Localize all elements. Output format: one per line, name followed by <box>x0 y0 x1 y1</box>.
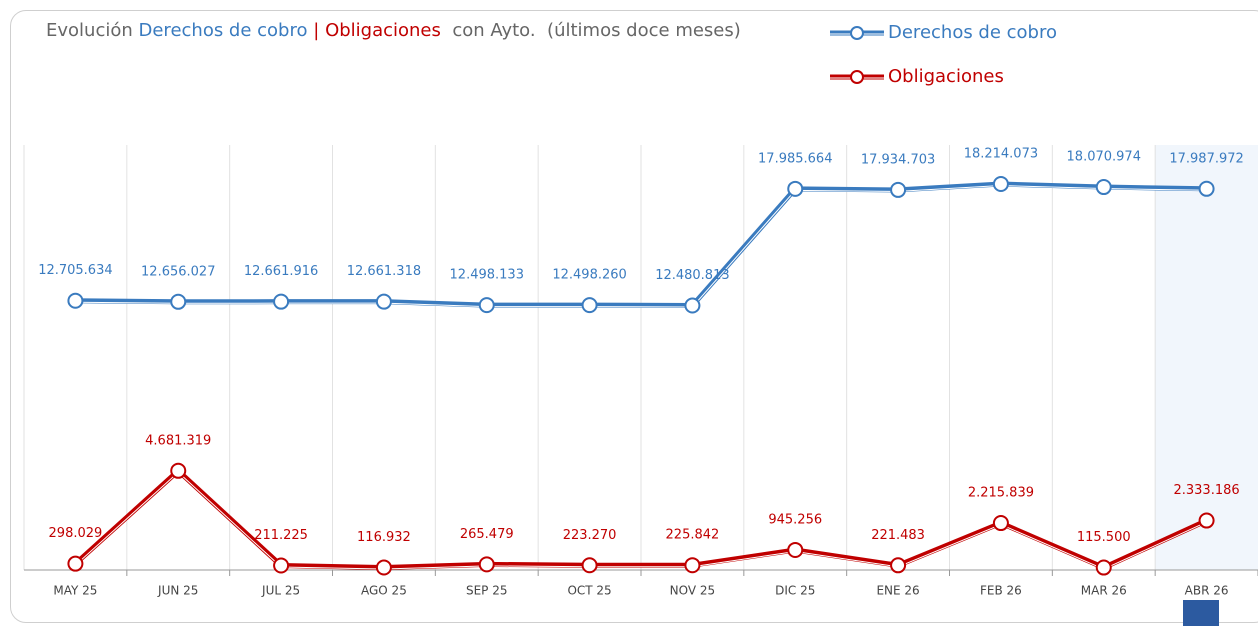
point <box>890 557 907 574</box>
data-label: 225.842 <box>666 528 720 543</box>
point <box>684 557 701 574</box>
data-label: 116.932 <box>357 530 411 545</box>
point <box>67 555 84 572</box>
title-text: Obligaciones <box>325 20 441 41</box>
point <box>581 297 598 314</box>
x-tick-label: AGO 25 <box>361 584 407 598</box>
point <box>170 462 187 479</box>
data-label: 17.987.972 <box>1169 151 1243 166</box>
data-label: 4.681.319 <box>145 433 211 448</box>
point <box>273 293 290 310</box>
series-line <box>75 181 1207 309</box>
card <box>10 10 1258 623</box>
point <box>581 557 598 574</box>
title-text: | <box>313 20 320 41</box>
point <box>67 292 84 309</box>
data-label: 12.480.813 <box>655 268 729 283</box>
data-label: 12.498.133 <box>450 268 524 283</box>
x-tick-label: ENE 26 <box>876 584 919 598</box>
point <box>170 293 187 310</box>
x-tick-label: JUN 25 <box>157 584 198 598</box>
x-tick-label: JUL 25 <box>261 584 300 598</box>
legend-label: Derechos de cobro <box>888 22 1057 43</box>
data-label: 211.225 <box>254 528 308 543</box>
data-label: 223.270 <box>563 528 617 543</box>
series-line <box>73 468 1208 571</box>
data-label: 2.333.186 <box>1173 483 1239 498</box>
point <box>890 181 907 198</box>
data-label: 12.656.027 <box>141 264 215 279</box>
legend-marker <box>850 26 864 40</box>
series-line-highlight <box>75 184 1207 308</box>
point <box>375 293 392 310</box>
x-tick-label: MAR 26 <box>1081 584 1127 598</box>
title-text: con Ayto. (últimos doce meses) <box>452 20 741 41</box>
point <box>273 557 290 574</box>
data-label: 221.483 <box>871 528 925 543</box>
x-tick-label: DIC 25 <box>775 584 815 598</box>
x-tick-label: FEB 26 <box>980 584 1022 598</box>
point <box>787 541 804 558</box>
x-tick-label: SEP 25 <box>466 584 508 598</box>
series-line-highlight <box>75 471 1207 570</box>
point <box>992 515 1009 532</box>
data-label: 12.498.260 <box>552 268 626 283</box>
data-label: 12.661.318 <box>347 264 421 279</box>
x-tick-label: OCT 25 <box>567 584 611 598</box>
legend-label: Obligaciones <box>888 66 1004 87</box>
point <box>787 180 804 197</box>
data-label: 265.479 <box>460 527 514 542</box>
title-text: Evolución <box>46 20 133 41</box>
point <box>1198 512 1215 529</box>
legend-marker <box>850 70 864 84</box>
x-tick-label: NOV 25 <box>670 584 716 598</box>
x-tick-label: ABR 26 <box>1185 584 1229 598</box>
point <box>1198 180 1215 197</box>
data-label: 17.934.703 <box>861 152 935 167</box>
data-label: 12.661.916 <box>244 264 318 279</box>
chart-title: Evolución Derechos de cobro | Obligacion… <box>46 20 741 41</box>
point <box>478 297 495 314</box>
point <box>1095 179 1112 196</box>
point <box>684 297 701 314</box>
point <box>992 176 1009 192</box>
title-text: Derechos de cobro <box>138 20 308 41</box>
data-label: 18.070.974 <box>1067 150 1141 165</box>
point <box>375 559 392 576</box>
x-tick-label: MAY 25 <box>53 584 97 598</box>
point <box>1095 559 1112 576</box>
data-label: 945.256 <box>768 512 822 527</box>
data-label: 12.705.634 <box>38 263 112 278</box>
data-label: 298.029 <box>49 526 103 541</box>
corner-badge <box>1183 600 1219 626</box>
highlight-column <box>1155 145 1258 570</box>
data-label: 115.500 <box>1077 530 1131 545</box>
data-label: 18.214.073 <box>964 147 1038 162</box>
data-label: 17.985.664 <box>758 151 832 166</box>
data-label: 2.215.839 <box>968 486 1034 501</box>
point <box>478 556 495 573</box>
